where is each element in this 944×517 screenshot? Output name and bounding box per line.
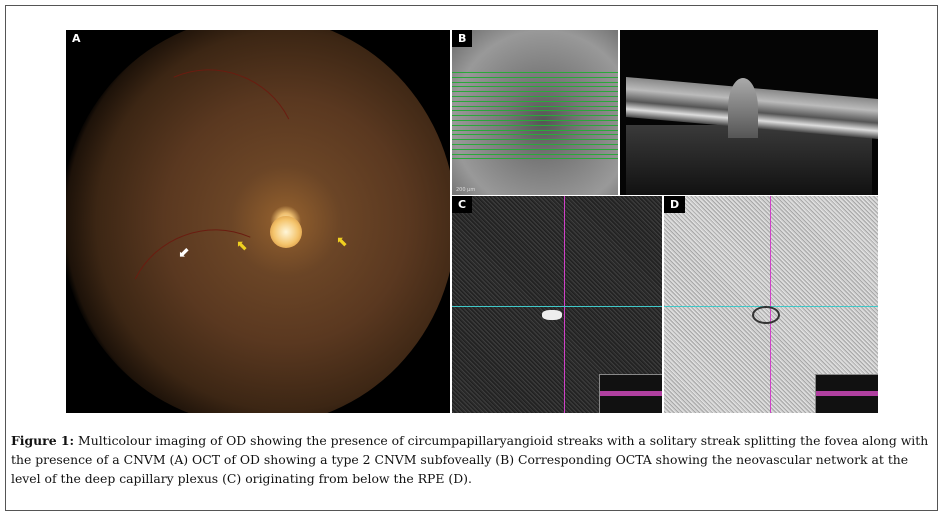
- scan-line: [452, 134, 618, 136]
- scan-line: [452, 144, 618, 145]
- scan-line: [452, 91, 618, 93]
- panel-b-infrared-scan: 200 µm B: [452, 30, 618, 195]
- figure: ⬋ ⬉ ⬉ A 200 µm B C D: [66, 30, 878, 413]
- bscan-inset: [599, 374, 662, 413]
- panel-a-fundus-image: ⬋ ⬉ ⬉ A: [66, 30, 450, 413]
- scan-line: [452, 129, 618, 131]
- scan-line: [452, 86, 618, 88]
- cnvm-elevation: [728, 78, 758, 138]
- panel-label: B: [452, 30, 473, 47]
- scan-line: [452, 153, 618, 155]
- yellow-arrow-icon: ⬉: [336, 234, 348, 250]
- caption-label: Figure 1:: [11, 433, 75, 448]
- crosshair-horizontal: [452, 306, 662, 307]
- scale-bar: 200 µm: [456, 187, 476, 193]
- figure-caption: Figure 1: Multicolour imaging of OD show…: [11, 431, 933, 488]
- yellow-arrow-icon: ⬉: [236, 238, 248, 254]
- panel-label: C: [452, 196, 473, 213]
- neovascular-network: [542, 310, 562, 320]
- scan-line: [452, 81, 618, 83]
- scan-line: [452, 72, 618, 73]
- optic-disc: [270, 216, 302, 248]
- scan-line: [452, 96, 618, 97]
- neovascular-network: [752, 306, 780, 324]
- bscan-inset: [815, 374, 878, 413]
- crosshair-vertical: [770, 196, 771, 413]
- scan-line: [452, 120, 618, 121]
- figure-frame: [5, 5, 938, 511]
- panel-label: A: [66, 30, 87, 47]
- fundus-photo: [66, 30, 450, 413]
- scan-line: [452, 115, 618, 117]
- scan-line: [452, 76, 618, 78]
- scan-line: [452, 110, 618, 112]
- scan-line: [452, 100, 618, 102]
- scan-line: [452, 105, 618, 107]
- panel-c-octa: C: [452, 196, 662, 413]
- scan-line: [452, 158, 618, 160]
- scan-line: [452, 124, 618, 126]
- panel-b-oct-bscan: [620, 30, 878, 195]
- panel-label: D: [664, 196, 686, 213]
- caption-text: Multicolour imaging of OD showing the pr…: [11, 433, 929, 486]
- scan-line: [452, 139, 618, 141]
- white-arrow-icon: ⬋: [178, 245, 190, 261]
- scan-line: [452, 148, 618, 150]
- panel-d-octa: D: [664, 196, 878, 413]
- crosshair-vertical: [564, 196, 565, 413]
